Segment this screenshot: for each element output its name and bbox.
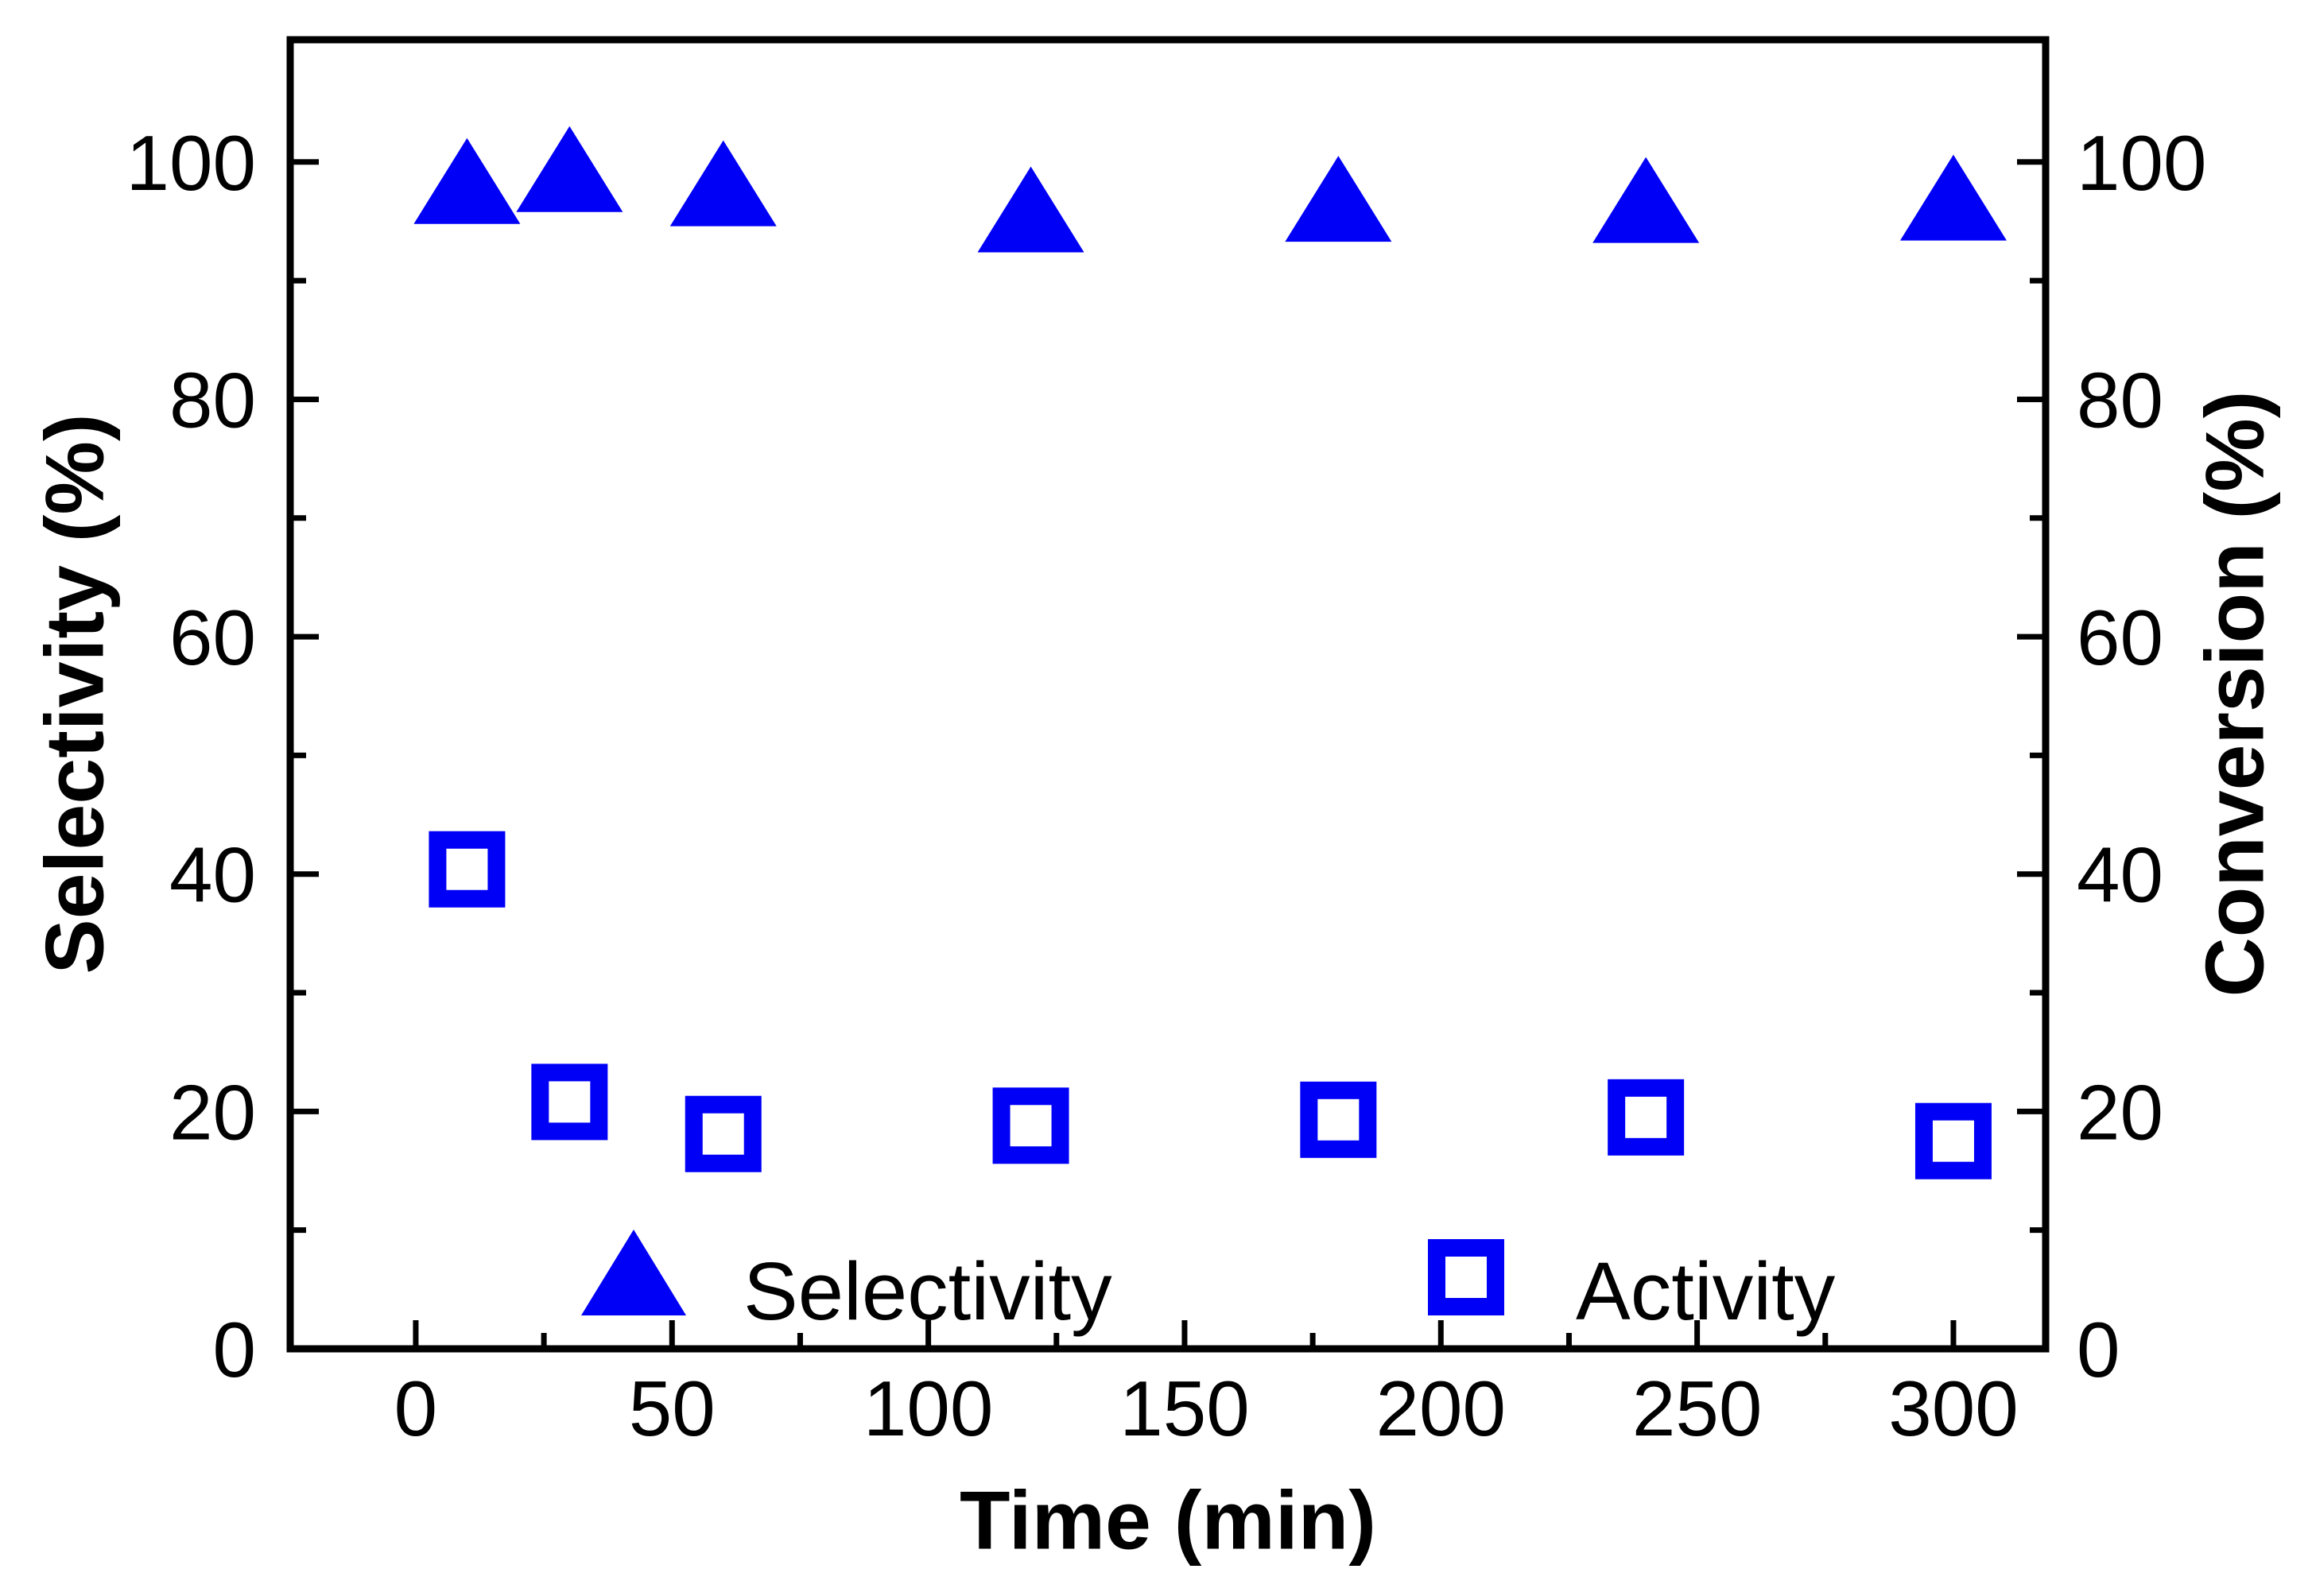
selectivity-data-marker	[1592, 157, 1700, 243]
y-axis-title-left: Selectivity (%)	[29, 413, 122, 974]
x-tick-label: 300	[1888, 1365, 2019, 1452]
selectivity-legend-triangle-icon	[581, 1230, 686, 1315]
y-left-tick-label: 40	[169, 831, 256, 919]
legend-label-activity: Activity	[1576, 1245, 1836, 1337]
y-left-tick-label: 80	[169, 356, 256, 444]
y-right-tick-label: 20	[2077, 1068, 2163, 1156]
selectivity-data-marker	[977, 166, 1084, 253]
x-tick-label: 150	[1119, 1365, 1250, 1452]
y-left-tick-label: 100	[126, 119, 256, 207]
activity-data-marker	[992, 1087, 1069, 1164]
y-right-tick-label: 40	[2077, 831, 2163, 919]
x-tick-label: 100	[863, 1365, 994, 1452]
activity-data-marker	[685, 1095, 762, 1172]
y-left-tick-label: 0	[212, 1306, 256, 1393]
x-tick-label: 50	[629, 1365, 716, 1452]
y-right-tick-label: 100	[2077, 119, 2207, 207]
activity-data-marker	[429, 831, 506, 908]
activity-data-marker	[1300, 1081, 1377, 1158]
y-right-tick-label: 60	[2077, 594, 2163, 681]
selectivity-data-marker	[669, 140, 777, 227]
y-left-tick-label: 20	[169, 1068, 256, 1156]
y-right-tick-label: 80	[2077, 356, 2163, 444]
x-axis-title: Time (min)	[960, 1474, 1376, 1567]
x-tick-label: 0	[394, 1365, 438, 1452]
selectivity-data-marker	[413, 138, 521, 224]
x-tick-label: 200	[1376, 1365, 1507, 1452]
legend-label-selectivity: Selectivity	[743, 1245, 1112, 1337]
y-axis-title-right: Conversion (%)	[2189, 390, 2282, 998]
y-left-tick-label: 60	[169, 594, 256, 681]
activity-legend-square-icon	[1428, 1239, 1504, 1315]
activity-data-marker	[1914, 1102, 1992, 1180]
selectivity-data-marker	[1285, 156, 1392, 242]
y-right-tick-label: 0	[2077, 1306, 2120, 1393]
plot-box-border	[286, 36, 2050, 1353]
selectivity-data-marker	[516, 126, 623, 212]
x-tick-label: 250	[1632, 1365, 1763, 1452]
activity-data-marker	[531, 1063, 608, 1141]
selectivity-data-marker	[1899, 154, 2007, 241]
activity-data-marker	[1608, 1079, 1685, 1156]
